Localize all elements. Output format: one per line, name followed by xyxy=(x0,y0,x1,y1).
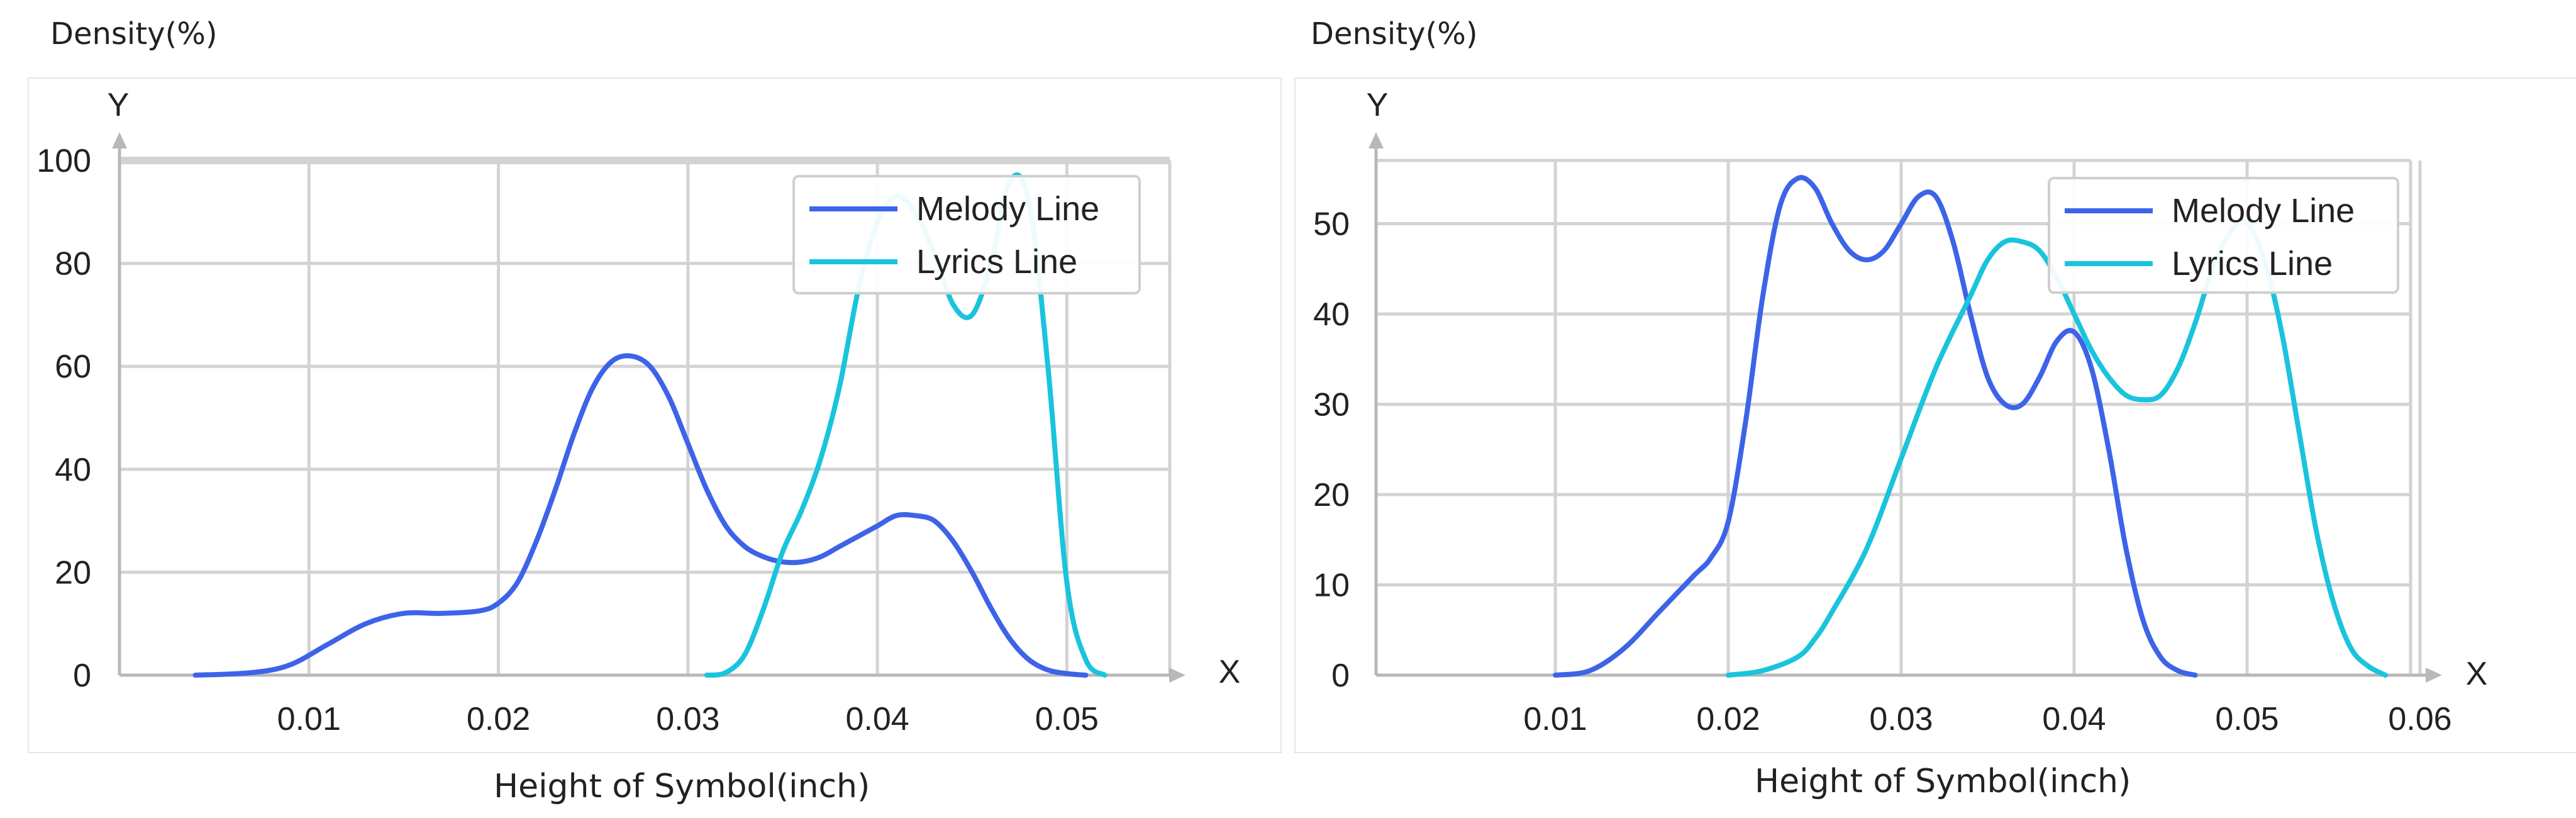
y-axis-arrow xyxy=(1368,132,1384,148)
x-axis-letter: X xyxy=(2466,656,2488,692)
y-tick-label: 0 xyxy=(1331,658,1350,694)
right-chart-panel: Density(%) Y X 0 10 20 30 40 50 0.01 0.02 0.03 0.04… xyxy=(1288,0,2576,818)
density-chart-left: Y X 0 20 40 60 80 100 0.01 0.02 0.03 0.04 0.05 Melody… xyxy=(36,87,1241,737)
y-tick-label: 30 xyxy=(1313,386,1350,423)
x-tick-label: 0.01 xyxy=(277,701,341,737)
x-tick-label: 0.04 xyxy=(845,701,909,737)
x-axis-title: Height of Symbol(inch) xyxy=(494,768,870,805)
x-tick-label: 0.06 xyxy=(2388,701,2451,737)
x-tick-label: 0.05 xyxy=(2215,701,2279,737)
x-tick-label: 0.02 xyxy=(1696,701,1760,737)
x-tick-label: 0.04 xyxy=(2042,701,2106,737)
density-label: Density(%) xyxy=(1311,16,1478,52)
series-line-melody-line xyxy=(192,353,1089,678)
y-tick-label: 50 xyxy=(1313,206,1350,242)
legend-label: Melody Line xyxy=(916,190,1099,228)
y-tick-label: 10 xyxy=(1313,567,1350,603)
x-axis-title: Height of Symbol(inch) xyxy=(1755,763,2131,800)
legend-label: Melody Line xyxy=(2172,192,2355,230)
x-tick-label: 0.02 xyxy=(467,701,530,737)
x-tick-label: 0.01 xyxy=(1523,701,1587,737)
x-tick-label: 0.03 xyxy=(1869,701,1933,737)
y-axis-letter: Y xyxy=(108,87,130,123)
legend-label: Lyrics Line xyxy=(916,243,1077,281)
y-tick-label: 20 xyxy=(55,554,91,591)
y-tick-label: 80 xyxy=(55,246,91,283)
y-tick-label: 40 xyxy=(1313,296,1350,333)
y-tick-label: 60 xyxy=(55,349,91,385)
density-label: Density(%) xyxy=(50,16,218,52)
x-tick-label: 0.03 xyxy=(656,701,719,737)
chart-frame xyxy=(28,77,1282,753)
y-tick-label: 40 xyxy=(55,452,91,488)
y-axis-arrow xyxy=(112,132,127,148)
left-chart-panel: Density(%) Y X 0 20 40 60 80 100 0.01 0.02 0.03 0.0… xyxy=(28,16,1282,805)
series-line-melody-line xyxy=(1553,175,2198,678)
y-tick-label: 0 xyxy=(73,658,91,694)
series-line-lyrics-line xyxy=(1726,220,2388,678)
x-tick-label: 0.05 xyxy=(1035,701,1099,737)
y-axis-letter: Y xyxy=(1367,87,1389,123)
x-axis-arrow xyxy=(2426,668,2442,683)
density-chart-right: Y X 0 10 20 30 40 50 0.01 0.02 0.03 0.04 0.05 0.06 Mel… xyxy=(1313,87,2488,737)
y-tick-label: 100 xyxy=(36,143,91,179)
legend-label: Lyrics Line xyxy=(2172,245,2333,283)
y-tick-label: 20 xyxy=(1313,477,1350,513)
x-axis-letter: X xyxy=(1219,654,1241,690)
x-axis-arrow xyxy=(1169,668,1185,683)
chart-frame xyxy=(1294,77,2576,753)
